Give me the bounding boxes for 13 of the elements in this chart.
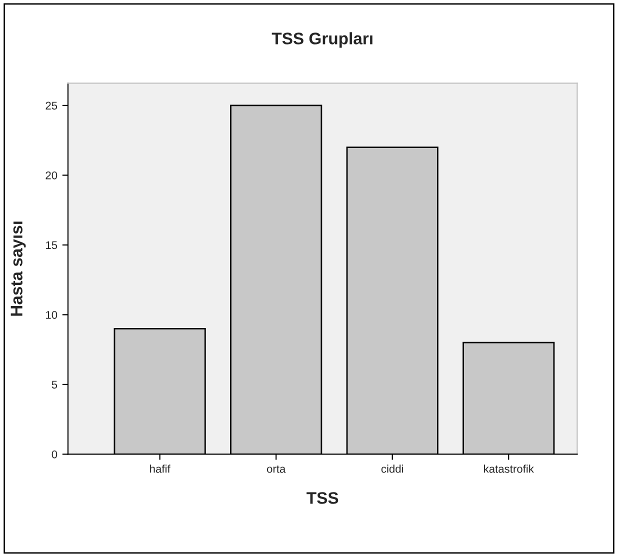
y-tick-label: 15	[46, 241, 58, 250]
y-tick-label: 0	[52, 450, 58, 458]
chart-title: TSS Grupları	[272, 32, 372, 48]
y-tick-label: 20	[46, 171, 58, 180]
x-tick-label: ciddi	[381, 464, 404, 473]
x-axis-title: TSS	[306, 492, 338, 504]
x-tick-label: orta	[266, 465, 286, 473]
y-tick-label: 10	[46, 310, 58, 319]
y-tick-label: 5	[52, 380, 58, 389]
y-axis-title: Hasta sayısı	[10, 222, 26, 316]
y-tick-label: 25	[46, 102, 58, 110]
x-tick-label: hafif	[150, 464, 170, 473]
x-tick-label: katastrofik	[484, 464, 534, 473]
